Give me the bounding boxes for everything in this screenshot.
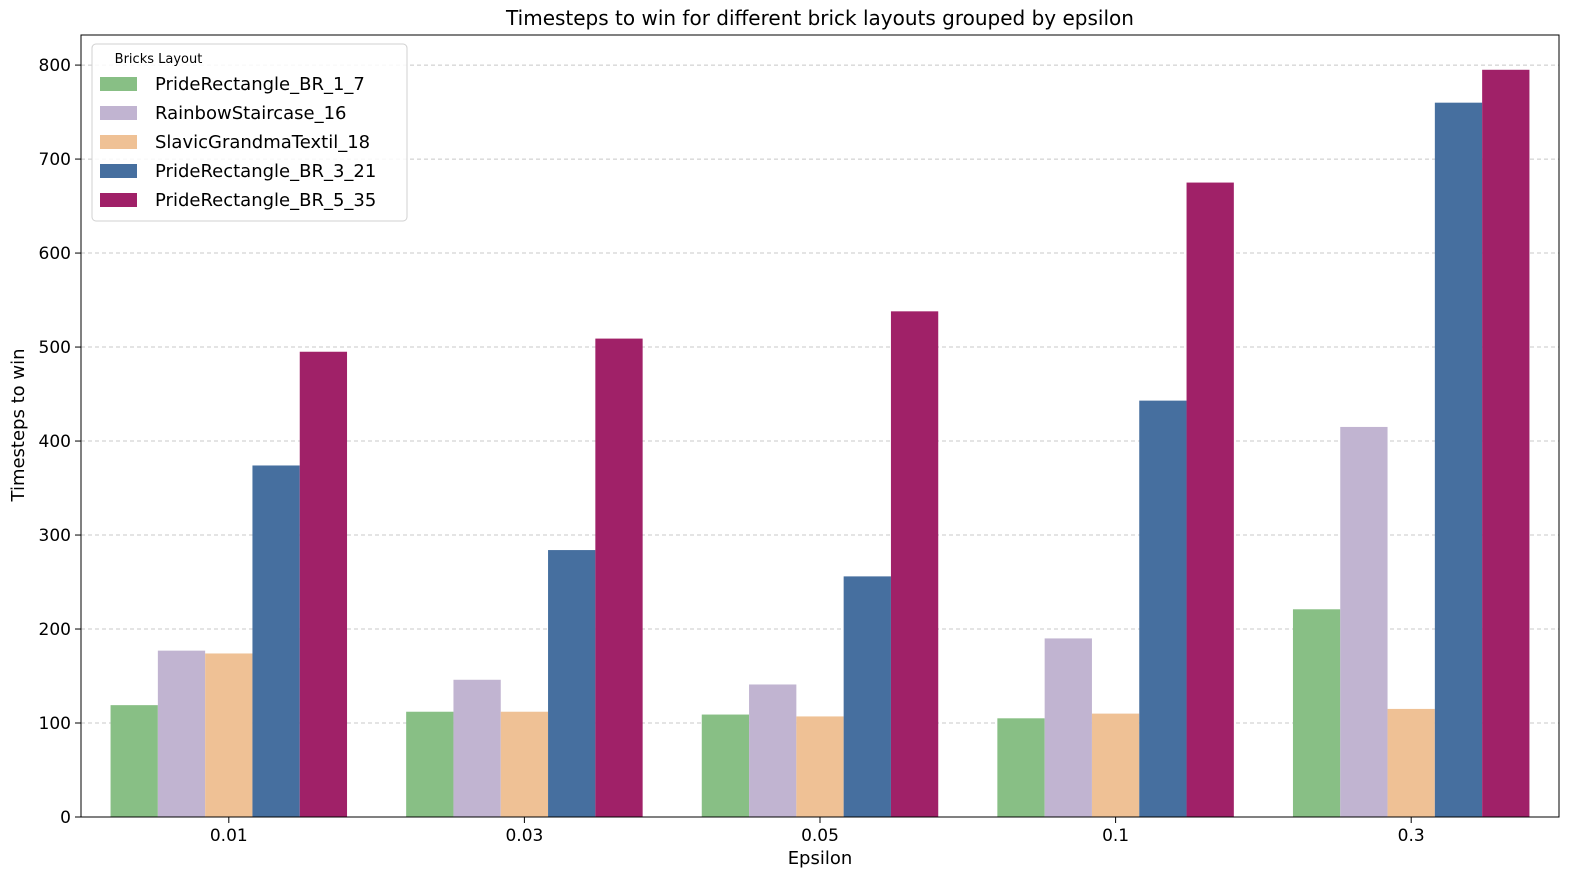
bar: [997, 718, 1045, 817]
bar: [453, 679, 501, 817]
legend-entry: RainbowStaircase_16: [155, 103, 347, 124]
legend-swatch: [100, 77, 137, 91]
bars: [110, 69, 1530, 818]
y-tick-label: 500: [39, 338, 71, 358]
bar: [1091, 713, 1140, 817]
y-axis-label: Timesteps to win: [8, 348, 29, 502]
bar: [890, 311, 939, 817]
bar: [406, 711, 454, 817]
bar: [1044, 638, 1092, 817]
y-tick-label: 800: [39, 56, 71, 76]
legend-swatch: [100, 164, 137, 178]
x-tick-label: 0.03: [505, 826, 543, 846]
y-tick-label: 400: [39, 432, 71, 452]
y-tick-label: 600: [39, 244, 71, 264]
x-axis: 0.01 0.03 0.05 0.1 0.3: [210, 817, 1425, 846]
legend-entry: PrideRectangle_BR_5_35: [155, 190, 376, 211]
bar: [1186, 182, 1234, 817]
legend-swatch: [100, 135, 137, 149]
x-tick-label: 0.1: [1102, 826, 1129, 846]
bar: [1387, 708, 1435, 817]
bar: [299, 351, 348, 817]
bar: [157, 650, 206, 817]
bar: [252, 465, 300, 817]
y-tick-label: 100: [39, 714, 71, 734]
chart-title: Timesteps to win for different brick lay…: [505, 6, 1134, 30]
bar: [548, 550, 596, 817]
x-tick-label: 0.05: [801, 826, 839, 846]
legend-entry: SlavicGrandmaTextil_18: [155, 132, 370, 153]
x-axis-label: Epsilon: [788, 848, 853, 869]
bar: [1482, 69, 1530, 818]
bar: [796, 716, 844, 817]
bar: [595, 338, 643, 817]
x-tick-label: 0.01: [210, 826, 248, 846]
bar: [110, 705, 158, 817]
x-tick-label: 0.3: [1398, 826, 1425, 846]
bar: [1434, 102, 1483, 817]
legend-title: Bricks Layout: [115, 52, 203, 67]
legend-swatch: [100, 193, 137, 207]
legend-entry: PrideRectangle_BR_1_7: [155, 74, 365, 95]
bar: [1139, 400, 1187, 817]
y-axis: 0 100 200 300 400 500 600 700 800: [39, 56, 81, 828]
legend: Bricks Layout PrideRectangle_BR_1_7 Rainbo…: [91, 43, 408, 222]
legend-swatch: [100, 106, 137, 120]
y-tick-label: 200: [39, 620, 71, 640]
y-tick-label: 0: [60, 808, 71, 828]
bar: [749, 684, 797, 817]
bar: [1340, 426, 1388, 817]
bar: [701, 714, 750, 817]
y-tick-label: 300: [39, 526, 71, 546]
bar: [500, 711, 549, 817]
bar: [843, 576, 891, 817]
legend-entry: PrideRectangle_BR_3_21: [155, 161, 376, 182]
legend-box: [91, 43, 408, 222]
bar: [205, 653, 253, 817]
bar: [1292, 609, 1341, 817]
y-tick-label: 700: [39, 150, 71, 170]
